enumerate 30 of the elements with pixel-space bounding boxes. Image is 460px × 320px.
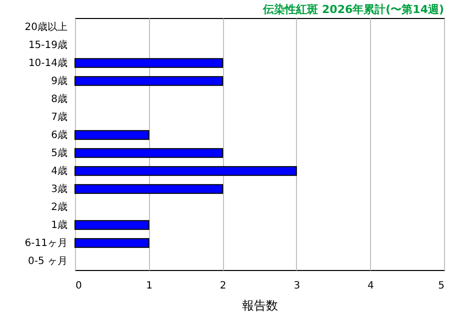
y-tick-label: 1歳: [51, 219, 68, 231]
bar: [74, 130, 150, 140]
y-tick-label: 10-14歳: [28, 57, 68, 69]
chart-title: 伝染性紅斑 2026年累計(〜第14週): [262, 3, 444, 16]
bar: [74, 148, 224, 158]
bar: [74, 166, 297, 176]
y-tick-label: 2歳: [51, 201, 68, 213]
y-tick-label: 7歳: [51, 111, 68, 123]
bar: [74, 184, 224, 194]
y-tick-label: 6-11ヶ月: [24, 238, 68, 249]
x-tick-label: 2: [220, 280, 226, 292]
y-tick-label: 6歳: [51, 129, 68, 141]
y-tick-label: 4歳: [51, 165, 68, 177]
bar: [74, 238, 150, 248]
y-tick-label: 0-5 ヶ月: [28, 256, 68, 267]
y-tick-label: 5歳: [51, 147, 68, 159]
y-tick-label: 15-19歳: [28, 39, 68, 51]
y-tick-label: 20歳以上: [24, 21, 68, 33]
bar: [74, 220, 150, 230]
x-tick-label: 0: [76, 280, 82, 292]
bar: [74, 58, 224, 68]
bar: [74, 76, 224, 86]
x-tick-label: 4: [368, 280, 374, 292]
y-tick-label: 8歳: [51, 93, 68, 105]
x-tick-label: 3: [294, 280, 300, 292]
x-tick-label: 1: [146, 280, 152, 292]
y-tick-label: 9歳: [51, 75, 68, 87]
y-tick-label: 3歳: [51, 183, 68, 195]
x-tick-label: 5: [438, 280, 444, 292]
x-axis-title: 報告数: [242, 298, 278, 312]
